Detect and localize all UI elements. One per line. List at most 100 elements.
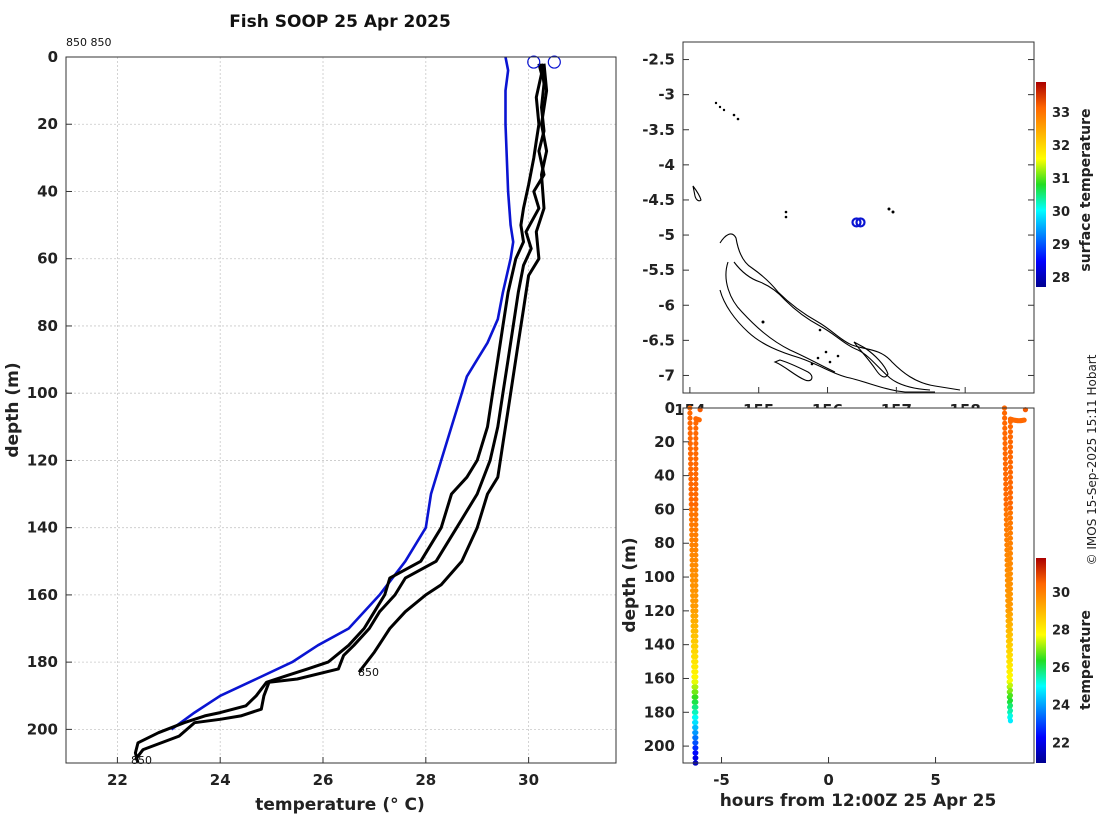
- td-y-tick-label: 160: [644, 669, 675, 687]
- td-cast-point: [1007, 713, 1014, 719]
- td-cast-point: [693, 582, 699, 589]
- td-y-tick-label: 100: [644, 568, 675, 586]
- td-cast-point: [1007, 510, 1014, 516]
- map-panel: -2.5-3-3.5-4-4.5-5-5.5-6-6.5-71541551561…: [642, 41, 1094, 419]
- td-cast-point: [693, 719, 699, 726]
- td-colorbar-tick-label: 24: [1052, 699, 1070, 714]
- y-tick-label: 60: [37, 250, 58, 268]
- td-cast-point: [1003, 496, 1009, 502]
- td-surface-point: [696, 417, 702, 423]
- td-cast-point: [1007, 692, 1014, 698]
- td-cast-point: [693, 496, 699, 502]
- chart-title: Fish SOOP 25 Apr 2025: [229, 12, 451, 32]
- td-cast-point: [1007, 515, 1014, 521]
- td-cast-point: [1007, 459, 1014, 465]
- td-cast-point: [1007, 581, 1014, 587]
- td-cast-point: [688, 481, 694, 487]
- map-colorbar-tick-label: 31: [1052, 172, 1070, 187]
- y-tick-label: 160: [27, 586, 58, 604]
- td-cast-point: [1007, 616, 1014, 622]
- surface-marker: [547, 55, 561, 69]
- td-cast-point: [1007, 449, 1014, 455]
- time-depth-colorbar: [1036, 558, 1046, 763]
- td-cast-point: [693, 466, 699, 472]
- islet: [722, 108, 726, 112]
- td-cast-point: [1003, 486, 1009, 492]
- td-cast-point: [1007, 469, 1014, 475]
- series-line-profile-2: [134, 63, 546, 761]
- label-850-mid: 850: [358, 666, 379, 679]
- td-cast-point: [1002, 451, 1008, 457]
- td-cast-point: [1007, 434, 1014, 440]
- label-850-top: 850 850: [66, 36, 112, 49]
- td-cast-point: [1007, 555, 1014, 562]
- y-tick-label: 0: [48, 48, 58, 66]
- map-y-tick-label: -4.5: [642, 191, 675, 209]
- td-y-tick-label: 20: [654, 433, 675, 451]
- islet: [736, 117, 740, 121]
- td-cast-point: [688, 516, 695, 523]
- td-cast-point: [1007, 601, 1014, 607]
- td-cast-point: [689, 527, 695, 533]
- td-cast-point: [693, 451, 699, 457]
- time-depth-panel: 0 20 40 60 80 100 120 140 160 180 200 -5 0 5 hours fr…: [620, 399, 1094, 811]
- td-cast-point: [688, 466, 694, 472]
- td-cast-point: [1007, 423, 1014, 430]
- map-y-tick-label: -3: [658, 86, 675, 104]
- time-depth-y-axis-label: depth (m): [620, 537, 640, 632]
- td-cast-point: [1007, 652, 1014, 658]
- td-cast-point: [693, 735, 699, 741]
- td-cast-point: [1007, 707, 1014, 714]
- islet: [816, 356, 820, 360]
- td-cast-point: [1002, 420, 1008, 426]
- td-cast-point: [688, 471, 694, 477]
- islet: [828, 360, 832, 364]
- td-cast-point: [693, 724, 699, 731]
- td-cast-point: [693, 481, 699, 487]
- td-cast-point: [1007, 505, 1014, 511]
- td-cast-point: [693, 618, 699, 624]
- td-cast-point: [1003, 481, 1009, 487]
- profile-y-axis-label: depth (m): [3, 362, 23, 457]
- td-cast-point: [1002, 461, 1009, 467]
- td-colorbar-tick-label: 28: [1052, 623, 1070, 638]
- td-cast-point: [693, 653, 699, 660]
- td-cast-point: [1007, 697, 1014, 704]
- y-tick-label: 80: [37, 317, 58, 335]
- td-cast-point: [693, 491, 699, 497]
- td-cast-point: [1007, 565, 1014, 572]
- map-y-tick-label: -2.5: [642, 51, 675, 69]
- map-y-tick-label: -7: [658, 366, 675, 384]
- td-cast-point: [1002, 435, 1008, 442]
- td-cast-point: [693, 679, 699, 685]
- td-cast-point: [688, 496, 694, 502]
- td-cast-point: [693, 608, 699, 614]
- td-x-tick-label: 0: [823, 771, 833, 789]
- td-cast-point: [688, 511, 695, 518]
- td-cast-point: [1007, 464, 1014, 470]
- td-cast-point: [693, 593, 699, 599]
- td-cast-point: [1007, 718, 1014, 724]
- td-cast-point: [1003, 501, 1009, 507]
- time-depth-ticks: 0 20 40 60 80 100 120 140 160 180 200 -5 0 5: [644, 399, 941, 789]
- td-cast-point: [1007, 479, 1014, 485]
- td-cast-point: [693, 633, 699, 639]
- td-cast-point: [693, 557, 699, 563]
- td-cast-point: [693, 552, 699, 558]
- map-colorbar-ticks: 28 29 30 31 32 33: [1052, 106, 1070, 286]
- td-cast-point: [693, 577, 699, 584]
- td-cast-point: [693, 714, 699, 720]
- td-cast-point: [687, 430, 693, 436]
- profile-plot-area: [66, 57, 616, 763]
- td-colorbar-tick-label: 26: [1052, 661, 1070, 676]
- map-colorbar-tick-label: 28: [1052, 271, 1070, 286]
- td-cast-point: [693, 527, 699, 533]
- td-cast-point: [1007, 677, 1014, 683]
- td-cast-point: [687, 445, 694, 452]
- profile-y-ticks: 0 20 40 60 80 100 120 140 160 180 200: [27, 48, 72, 738]
- td-cast-point: [688, 506, 694, 513]
- td-cast-point: [693, 425, 699, 431]
- time-depth-casts: [687, 405, 1029, 766]
- series-line-profile-1: [133, 63, 543, 764]
- td-cast-point: [1007, 687, 1014, 693]
